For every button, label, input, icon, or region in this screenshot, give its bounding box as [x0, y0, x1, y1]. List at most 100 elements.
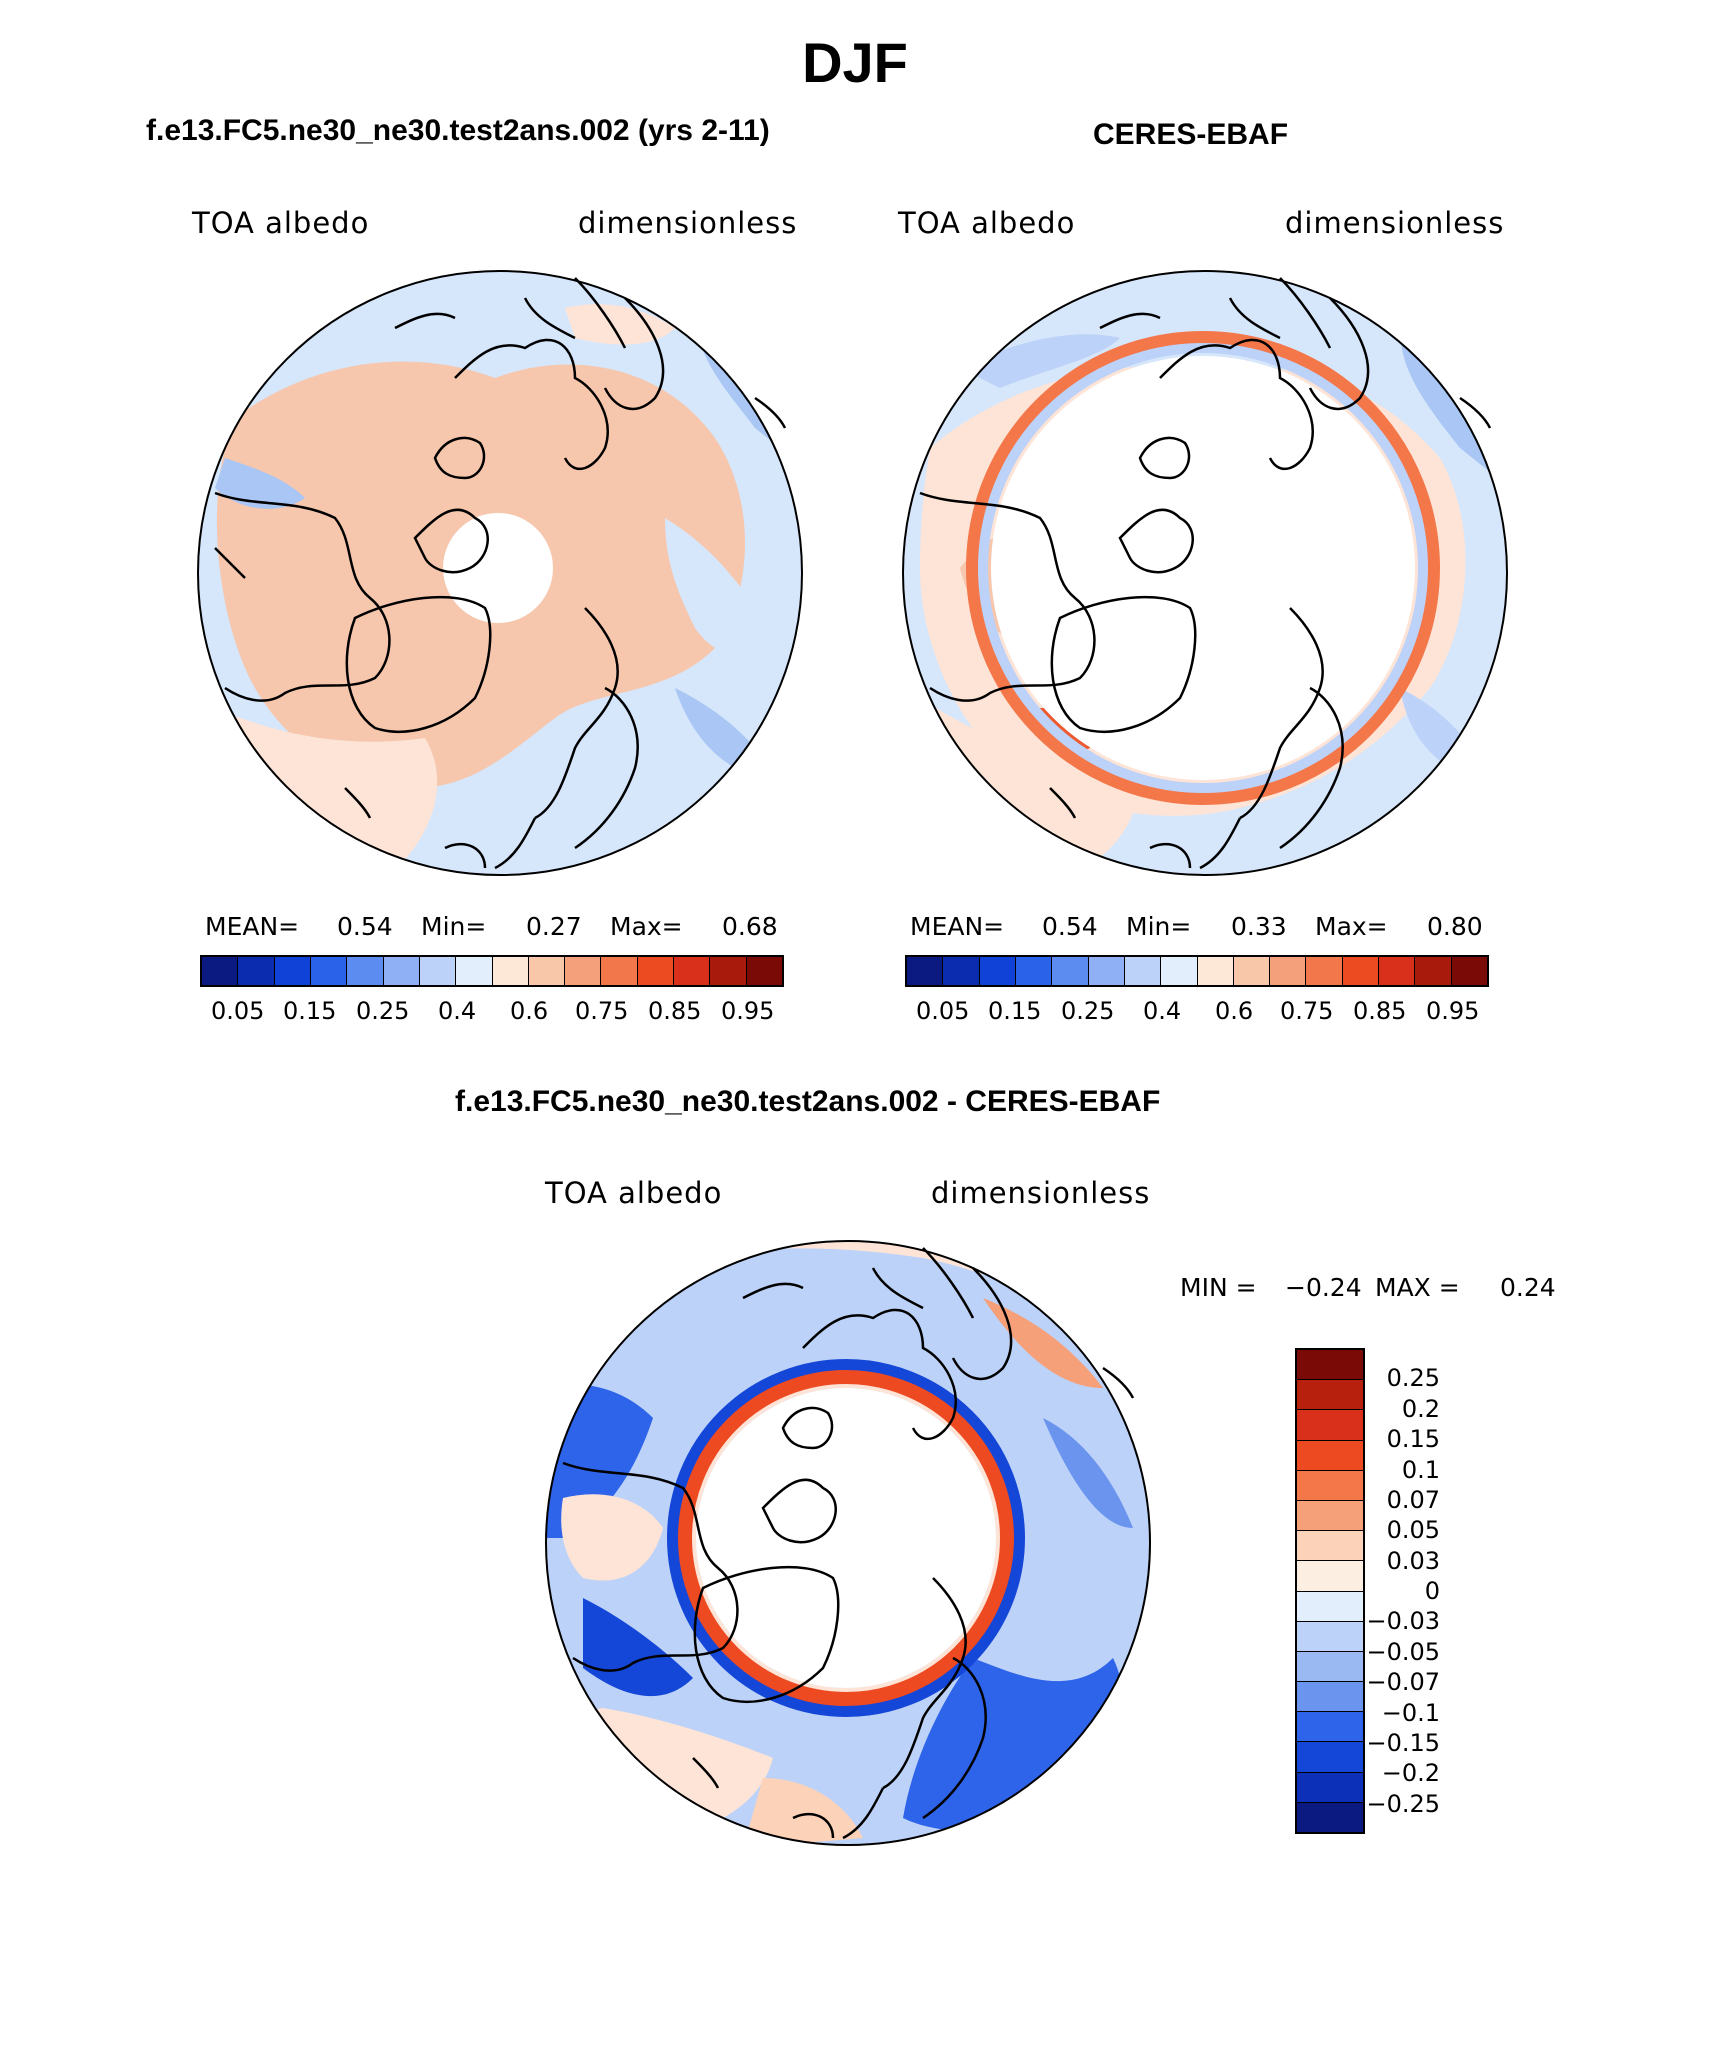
colorbar-swatch	[1297, 1621, 1363, 1652]
colorbar-swatch	[528, 957, 566, 985]
colorbar-swatch	[1297, 1350, 1363, 1381]
panel3-tick-label: 0.07	[1386, 1485, 1440, 1514]
colorbar-swatch	[419, 957, 457, 985]
panel1-tick-label: 0.85	[648, 997, 702, 1025]
colorbar-swatch	[1297, 1712, 1363, 1743]
panel1-map	[197, 270, 803, 876]
panel1-tick-label: 0.15	[283, 997, 337, 1025]
colorbar-swatch	[456, 957, 493, 985]
panel3-tick-label: −0.15	[1366, 1728, 1440, 1757]
colorbar-swatch	[1088, 957, 1125, 985]
colorbar-swatch	[1379, 957, 1416, 985]
panel2-units-label: dimensionless	[1285, 206, 1505, 240]
colorbar-swatch	[1297, 1772, 1363, 1803]
panel2-min-value: 0.33	[1231, 912, 1287, 941]
colorbar-swatch	[1297, 1380, 1363, 1411]
panel1-tick-label: 0.05	[211, 997, 265, 1025]
colorbar-swatch	[1297, 1802, 1363, 1832]
panel1-min-value: 0.27	[526, 912, 582, 941]
panel1-variable-label: TOA albedo	[192, 206, 370, 240]
panel2-variable-label: TOA albedo	[898, 206, 1076, 240]
panel1-tick-label: 0.25	[356, 997, 410, 1025]
panel3-tick-label: −0.1	[1381, 1698, 1440, 1727]
panel3-min-label: MIN =	[1180, 1273, 1257, 1302]
panel3-tick-label: 0.25	[1386, 1364, 1440, 1393]
colorbar-swatch	[1415, 957, 1452, 985]
panel1-tick-label: 0.4	[438, 997, 477, 1025]
panel1-mean-value: 0.54	[337, 912, 393, 941]
panel3-tick-label: −0.07	[1366, 1668, 1440, 1697]
panel2-mean-value: 0.54	[1042, 912, 1098, 941]
panel1-units-label: dimensionless	[578, 206, 798, 240]
panel2-max-label: Max=	[1315, 912, 1388, 941]
panel3-map	[545, 1240, 1151, 1846]
panel3-tick-label: −0.05	[1366, 1637, 1440, 1666]
panel1-min-label: Min=	[421, 912, 487, 941]
colorbar-swatch	[1124, 957, 1162, 985]
colorbar-swatch	[1297, 1470, 1363, 1501]
colorbar-swatch	[943, 957, 980, 985]
panel3-max-label: MAX =	[1375, 1273, 1460, 1302]
panel2-max-value: 0.80	[1427, 912, 1483, 941]
colorbar-swatch	[1015, 957, 1053, 985]
colorbar-swatch	[1297, 1682, 1363, 1713]
panel1-max-value: 0.68	[722, 912, 778, 941]
panel3-tick-label: 0.1	[1401, 1455, 1440, 1484]
colorbar-swatch	[1297, 1500, 1363, 1532]
panel1-max-label: Max=	[610, 912, 683, 941]
colorbar-swatch	[347, 957, 384, 985]
panel2-map	[902, 270, 1508, 876]
colorbar-swatch	[1342, 957, 1380, 985]
panel2-tick-label: 0.85	[1353, 997, 1407, 1025]
panel1-tick-label: 0.95	[721, 997, 775, 1025]
colorbar-swatch	[907, 957, 944, 985]
panel3-variable-label: TOA albedo	[545, 1176, 723, 1210]
colorbar-swatch	[565, 957, 602, 985]
panel2-tick-label: 0.6	[1215, 997, 1254, 1025]
panel2-tick-label: 0.75	[1280, 997, 1334, 1025]
panel3-tick-label: 0.2	[1401, 1394, 1440, 1423]
panel2-tick-label: 0.15	[988, 997, 1042, 1025]
panel3-heading: f.e13.FC5.ne30_ne30.test2ans.002 - CERES…	[455, 1085, 1161, 1118]
panel2-min-label: Min=	[1126, 912, 1192, 941]
colorbar-swatch	[710, 957, 747, 985]
colorbar-swatch	[274, 957, 311, 985]
colorbar-swatch	[238, 957, 275, 985]
colorbar-swatch	[601, 957, 638, 985]
panel2-heading: CERES-EBAF	[1093, 118, 1289, 151]
colorbar-swatch	[1297, 1410, 1363, 1441]
panel2-tick-label: 0.25	[1061, 997, 1115, 1025]
panel3-tick-label: 0.05	[1386, 1516, 1440, 1545]
panel3-units-label: dimensionless	[931, 1176, 1151, 1210]
colorbar-swatch	[674, 957, 711, 985]
colorbar-swatch	[1161, 957, 1198, 985]
panel1-tick-label: 0.75	[575, 997, 629, 1025]
colorbar-swatch	[637, 957, 675, 985]
colorbar-swatch	[1197, 957, 1234, 985]
colorbar-swatch	[979, 957, 1016, 985]
panel3-tick-label: 0.03	[1386, 1546, 1440, 1575]
colorbar-swatch	[1451, 957, 1487, 985]
colorbar-swatch	[1297, 1561, 1363, 1592]
panel2-tick-label: 0.95	[1426, 997, 1480, 1025]
colorbar-swatch	[1297, 1440, 1363, 1471]
panel3-tick-label: −0.2	[1381, 1759, 1440, 1788]
panel3-min-value: −0.24	[1285, 1273, 1362, 1302]
colorbar-swatch	[1297, 1531, 1363, 1562]
panel2-tick-label: 0.05	[916, 997, 970, 1025]
colorbar-swatch	[1233, 957, 1271, 985]
panel2-mean-label: MEAN=	[910, 912, 1005, 941]
panel2-colorbar	[905, 955, 1489, 987]
panel3-colorbar	[1295, 1348, 1365, 1834]
colorbar-swatch	[383, 957, 420, 985]
colorbar-swatch	[1306, 957, 1343, 985]
panel1-heading: f.e13.FC5.ne30_ne30.test2ans.002 (yrs 2-…	[146, 114, 770, 147]
figure-title: DJF	[802, 31, 908, 94]
colorbar-swatch	[202, 957, 239, 985]
colorbar-swatch	[492, 957, 529, 985]
panel1-tick-label: 0.6	[510, 997, 549, 1025]
colorbar-swatch	[1297, 1742, 1363, 1773]
panel3-max-value: 0.24	[1500, 1273, 1556, 1302]
colorbar-swatch	[1297, 1591, 1363, 1622]
panel1-colorbar	[200, 955, 784, 987]
